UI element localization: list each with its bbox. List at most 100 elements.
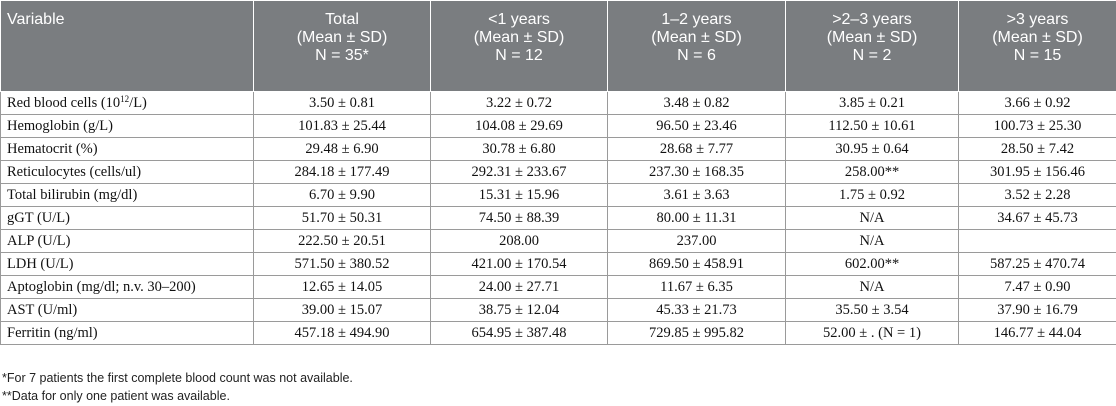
value-cell: 100.73 ± 25.30 [958, 114, 1116, 138]
value-cell: 3.85 ± 0.21 [785, 91, 959, 115]
value-cell: 30.95 ± 0.64 [785, 137, 959, 161]
value-cell: 35.50 ± 3.54 [785, 298, 959, 322]
value-cell: 28.68 ± 7.77 [607, 137, 786, 161]
variable-label: Ferritin (ng/ml) [7, 324, 98, 341]
table-row: ALP (U/L) 222.50 ± 20.51 208.00 237.00 N/A [0, 229, 1116, 253]
value-cell: 258.00** [785, 160, 959, 184]
value-cell: 3.48 ± 0.82 [607, 91, 786, 115]
variable-cell: Reticulocytes (cells/ul) [0, 160, 254, 184]
footnote-2: **Data for only one patient was availabl… [2, 389, 230, 403]
value-cell: 7.47 ± 0.90 [958, 275, 1116, 299]
value-cell: 15.31 ± 15.96 [430, 183, 608, 207]
variable-label: ALP (U/L) [7, 232, 71, 249]
table-row: Red blood cells (1012/L) 3.50 ± 0.81 3.22 … [0, 91, 1116, 115]
header-line: 1–2 years [661, 11, 732, 28]
footnote-1: *For 7 patients the first complete blood… [2, 371, 353, 385]
table-row: Total bilirubin (mg/dl) 6.70 ± 9.90 15.31 … [0, 183, 1116, 207]
variable-label: Total bilirubin (mg/dl) [7, 186, 138, 203]
header-col-1: Total (Mean ± SD) N = 35* [253, 0, 431, 92]
table-row: Hematocrit (%) 29.48 ± 6.90 30.78 ± 6.80 28… [0, 137, 1116, 161]
variable-cell: Red blood cells (1012/L) [0, 91, 254, 115]
value-cell: 3.52 ± 2.28 [958, 183, 1116, 207]
value-cell: 12.65 ± 14.05 [253, 275, 431, 299]
value-cell: 45.33 ± 21.73 [607, 298, 786, 322]
variable-label: Red blood cells (10 [7, 94, 121, 111]
variable-label: Aptoglobin (mg/dl; n.v. 30–200) [7, 278, 196, 295]
value-cell: N/A [785, 229, 959, 253]
header-line: <1 years [488, 11, 550, 28]
value-cell: 602.00** [785, 252, 959, 276]
value-cell: 237.00 [607, 229, 786, 253]
header-row: Variable Total (Mean ± SD) N = 35* <1 years(… [0, 0, 1116, 92]
header-line: N = 6 [677, 47, 716, 64]
header-line: >2–3 years [832, 11, 912, 28]
value-cell: 104.08 ± 29.69 [430, 114, 608, 138]
table-row: gGT (U/L) 51.70 ± 50.31 74.50 ± 88.39 80.00… [0, 206, 1116, 230]
value-cell: 3.61 ± 3.63 [607, 183, 786, 207]
value-cell: 29.48 ± 6.90 [253, 137, 431, 161]
value-cell: 51.70 ± 50.31 [253, 206, 431, 230]
value-cell: 301.95 ± 156.46 [958, 160, 1116, 184]
header-line: Variable [7, 11, 65, 28]
value-cell: 39.00 ± 15.07 [253, 298, 431, 322]
variable-label: gGT (U/L) [7, 209, 70, 226]
variable-cell: Hematocrit (%) [0, 137, 254, 161]
value-cell: 101.83 ± 25.44 [253, 114, 431, 138]
variable-cell: LDH (U/L) [0, 252, 254, 276]
variable-label: LDH (U/L) [7, 255, 74, 272]
value-cell: 3.22 ± 0.72 [430, 91, 608, 115]
value-cell: 587.25 ± 470.74 [958, 252, 1116, 276]
header-line: (Mean ± SD) [651, 29, 742, 46]
variable-label: Hematocrit (%) [7, 140, 98, 157]
variable-cell: Hemoglobin (g/L) [0, 114, 254, 138]
variable-cell: AST (U/ml) [0, 298, 254, 322]
value-cell: 96.50 ± 23.46 [607, 114, 786, 138]
value-cell: 284.18 ± 177.49 [253, 160, 431, 184]
variable-cell: Total bilirubin (mg/dl) [0, 183, 254, 207]
header-line: (Mean ± SD) [296, 29, 388, 46]
header-line: Total [325, 11, 359, 28]
value-cell: 237.30 ± 168.35 [607, 160, 786, 184]
variable-cell: gGT (U/L) [0, 206, 254, 230]
value-cell: 24.00 ± 27.71 [430, 275, 608, 299]
header-line: >3 years [1006, 11, 1069, 28]
value-cell: N/A [785, 206, 959, 230]
value-cell: 292.31 ± 233.67 [430, 160, 608, 184]
header-col-3: 1–2 years (Mean ± SD) N = 6 [607, 0, 786, 92]
header-col-2: <1 years (Mean ± SD) N = 12 [430, 0, 608, 92]
value-cell: 112.50 ± 10.61 [785, 114, 959, 138]
value-cell: 3.66 ± 0.92 [958, 91, 1116, 115]
header-line: (Mean ± SD) [992, 29, 1083, 46]
variable-cell: Aptoglobin (mg/dl; n.v. 30–200) [0, 275, 254, 299]
variable-cell: ALP (U/L) [0, 229, 254, 253]
table-row: Ferritin (ng/ml) 457.18 ± 494.90 654.95 ± … [0, 321, 1116, 345]
value-cell: 28.50 ± 7.42 [958, 137, 1116, 161]
header-line: (Mean ± SD) [826, 29, 918, 46]
table-row: AST (U/ml) 39.00 ± 15.07 38.75 ± 12.04 45.3… [0, 298, 1116, 322]
value-cell: 208.00 [430, 229, 608, 253]
value-cell: 421.00 ± 170.54 [430, 252, 608, 276]
value-cell: 457.18 ± 494.90 [253, 321, 431, 345]
header-col-5: >3 years (Mean ± SD) N = 15 [958, 0, 1116, 92]
value-cell: 3.50 ± 0.81 [253, 91, 431, 115]
value-cell: 38.75 ± 12.04 [430, 298, 608, 322]
variable-exponent: 12 [120, 93, 130, 104]
table-row: LDH (U/L) 571.50 ± 380.52 421.00 ± 170.54 8… [0, 252, 1116, 276]
table-row: Aptoglobin (mg/dl; n.v. 30–200) 12.65 ± 1… [0, 275, 1116, 299]
header-line: (Mean ± SD) [473, 29, 565, 46]
variable-label: Hemoglobin (g/L) [7, 117, 113, 134]
value-cell: N/A [785, 275, 959, 299]
value-cell: 222.50 ± 20.51 [253, 229, 431, 253]
value-cell: 729.85 ± 995.82 [607, 321, 786, 345]
value-cell: 6.70 ± 9.90 [253, 183, 431, 207]
variable-label: AST (U/ml) [7, 301, 78, 318]
value-cell: 30.78 ± 6.80 [430, 137, 608, 161]
value-cell: 146.77 ± 44.04 [958, 321, 1116, 345]
value-cell: 571.50 ± 380.52 [253, 252, 431, 276]
value-cell: 11.67 ± 6.35 [607, 275, 786, 299]
value-cell [958, 229, 1116, 253]
variable-cell: Ferritin (ng/ml) [0, 321, 254, 345]
header-col-4: >2–3 years (Mean ± SD) N = 2 [785, 0, 959, 92]
value-cell: 654.95 ± 387.48 [430, 321, 608, 345]
table-row: Reticulocytes (cells/ul) 284.18 ± 177.49 2… [0, 160, 1116, 184]
